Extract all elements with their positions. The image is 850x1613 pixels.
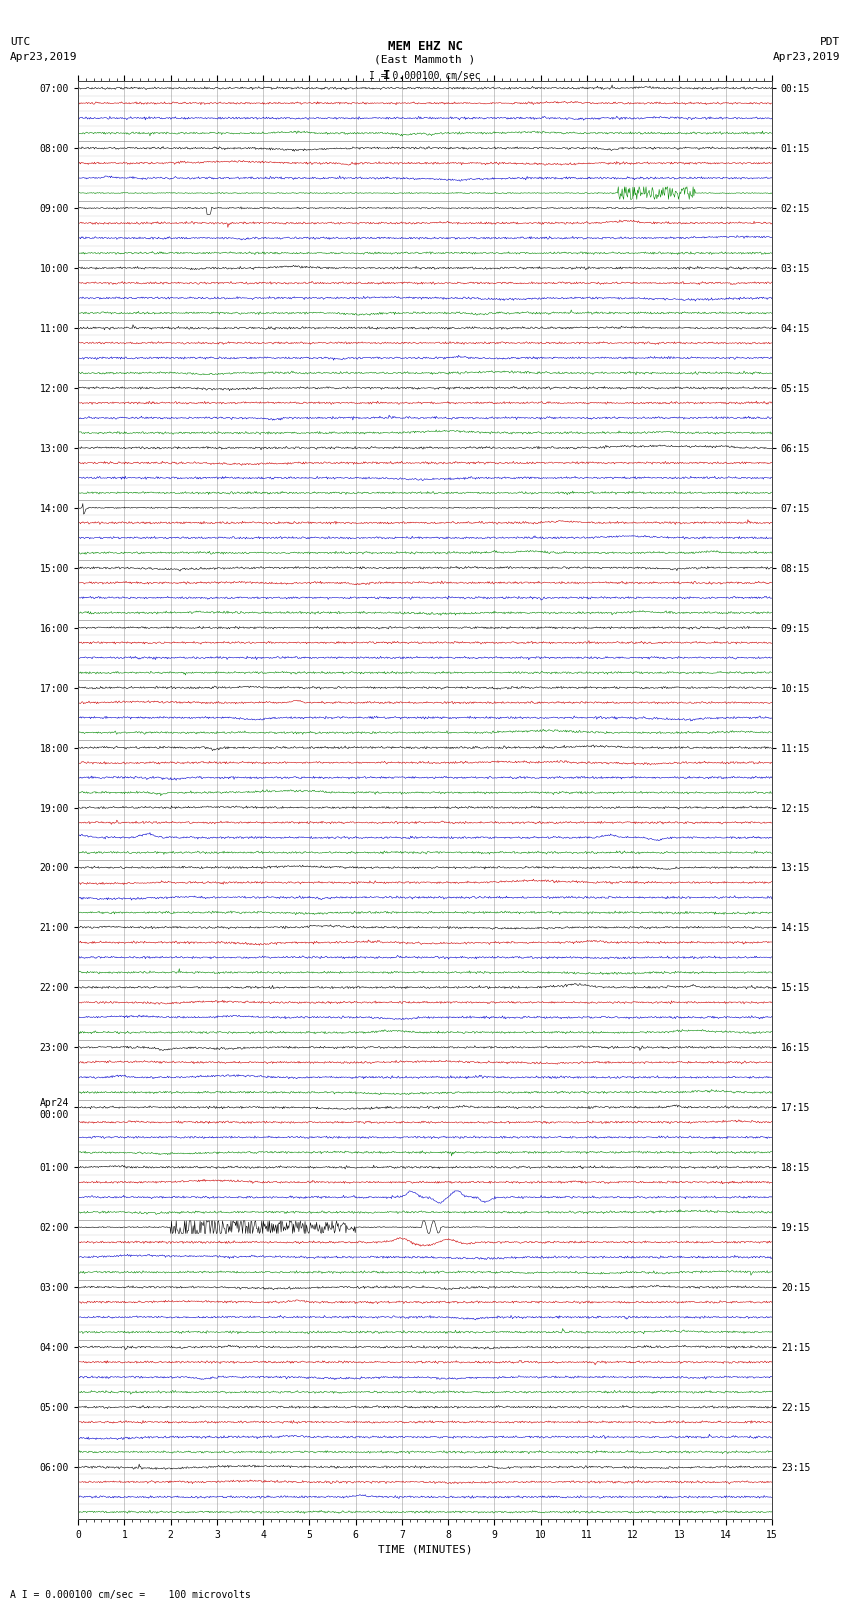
Text: Apr23,2019: Apr23,2019 (10, 52, 77, 61)
X-axis label: TIME (MINUTES): TIME (MINUTES) (377, 1544, 473, 1553)
Text: I: I (383, 69, 390, 82)
Text: Apr23,2019: Apr23,2019 (773, 52, 840, 61)
Text: MEM EHZ NC: MEM EHZ NC (388, 40, 462, 53)
Text: A I = 0.000100 cm/sec =    100 microvolts: A I = 0.000100 cm/sec = 100 microvolts (10, 1590, 251, 1600)
Text: PDT: PDT (819, 37, 840, 47)
Text: UTC: UTC (10, 37, 31, 47)
Text: I = 0.000100 cm/sec: I = 0.000100 cm/sec (369, 71, 481, 81)
Text: (East Mammoth ): (East Mammoth ) (374, 55, 476, 65)
